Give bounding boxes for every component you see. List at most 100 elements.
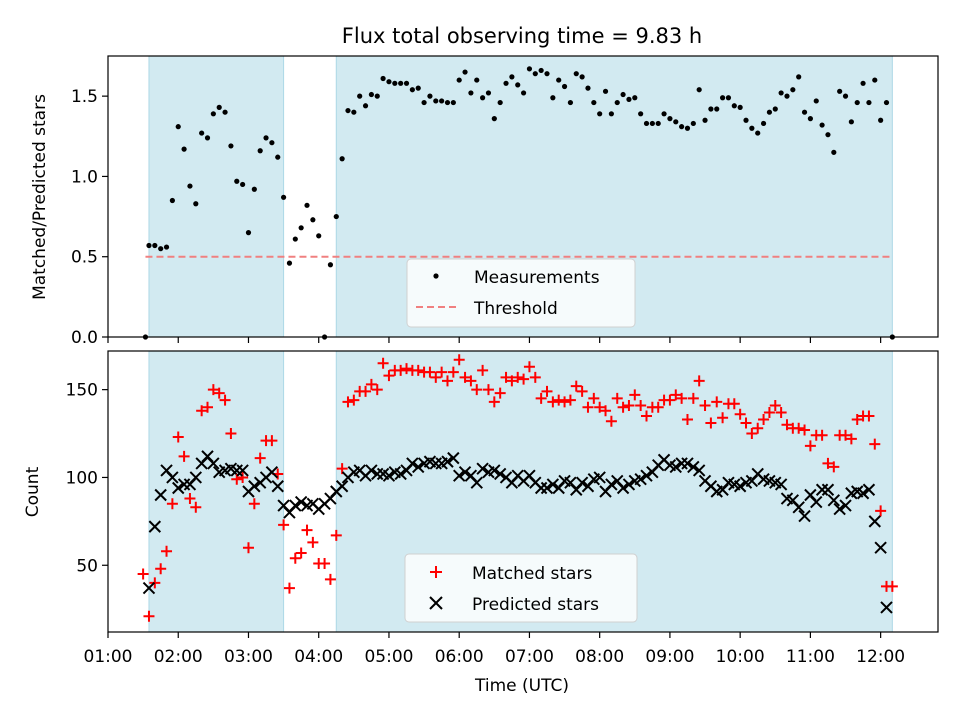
measurement-point (784, 93, 790, 99)
predicted-star-point (493, 467, 507, 481)
predicted-star-point (669, 460, 682, 474)
matched-star-point (342, 396, 354, 408)
predicted-star-point (616, 481, 630, 495)
predicted-star-point (447, 451, 460, 465)
measurement-point (480, 95, 486, 101)
matched-star-point (441, 375, 453, 387)
matched-star-point (242, 542, 254, 554)
measurement-point (339, 156, 345, 162)
matched-star-point (424, 366, 436, 378)
predicted-star-point (634, 472, 647, 486)
matched-star-point (693, 375, 705, 387)
x-tick-label: 09:00 (645, 647, 694, 667)
measurement-point (245, 230, 252, 236)
matched-star-point (506, 375, 518, 387)
matched-star-point (219, 394, 231, 406)
matched-star-point (588, 392, 600, 404)
predicted-star-point (289, 499, 302, 512)
matched-star-point (149, 577, 161, 589)
y-tick-label: 150 (66, 381, 98, 401)
bottom-x-ticks: 01:00 02:00 03:00 04:00 05:00 06:00 07:00 08:00… (84, 632, 905, 667)
measurement-point (837, 88, 843, 94)
measurement-point (520, 90, 527, 96)
predicted-star-point (681, 457, 694, 470)
legend-measurement-marker (433, 273, 439, 279)
matched-star-point (184, 493, 196, 505)
matched-star-point (330, 529, 342, 541)
x-tick-label: 11:00 (786, 647, 835, 667)
matched-star-point (746, 428, 758, 440)
predicted-star-point (880, 601, 893, 614)
matched-star-point (629, 389, 641, 401)
matched-star-point (728, 398, 740, 410)
matched-star-point (547, 396, 559, 408)
matched-star-point (851, 413, 863, 425)
predicted-star-point (534, 481, 548, 495)
top-y-axis-label: Matched/Predicted stars (30, 94, 50, 300)
predicted-star-point (488, 464, 501, 477)
matched-star-point (816, 429, 828, 441)
measurement-point (550, 95, 556, 101)
matched-star-point (535, 392, 547, 404)
measurement-point (561, 83, 568, 90)
predicted-star-point (394, 467, 407, 481)
matched-star-point (576, 385, 588, 397)
predicted-star-point (166, 471, 179, 484)
predicted-star-point (856, 487, 870, 500)
measurement-point (181, 146, 187, 152)
predicted-star-point (833, 502, 846, 516)
measurement-point (351, 109, 357, 115)
matched-star-point (611, 392, 623, 404)
measurement-point (708, 106, 714, 112)
measurement-point (409, 87, 415, 93)
measurement-point (842, 93, 849, 99)
measurement-point (848, 119, 854, 125)
measurement-point (187, 183, 193, 189)
measurement-point (737, 104, 743, 110)
matched-star-point (781, 419, 793, 431)
matched-star-point (289, 552, 301, 564)
predicted-star-point (862, 483, 876, 496)
matched-star-point (283, 582, 295, 594)
matched-star-point (307, 536, 319, 548)
matched-star-point (254, 452, 266, 464)
predicted-star-point (622, 478, 636, 491)
measurement-point (304, 202, 310, 208)
predicted-star-point (177, 478, 191, 491)
measurement-point (679, 124, 685, 130)
measurement-point (204, 135, 211, 141)
matched-star-point (348, 394, 360, 406)
matched-star-point (266, 435, 278, 447)
predicted-star-point (382, 469, 396, 482)
matched-star-point (676, 392, 688, 404)
measurement-point (515, 82, 521, 88)
predicted-star-point (470, 476, 483, 489)
measurement-point (468, 90, 474, 96)
matched-star-point (740, 417, 752, 429)
y-tick-label: 1.5 (71, 87, 98, 107)
measurement-point (567, 99, 574, 106)
measurement-point (749, 125, 755, 131)
measurement-point (643, 120, 650, 127)
predicted-star-point (154, 488, 167, 502)
measurement-point (807, 116, 813, 122)
x-tick-label: 08:00 (575, 647, 624, 667)
matched-star-point (377, 357, 389, 369)
predicted-star-point (335, 480, 349, 493)
measurement-point (725, 95, 732, 101)
measurement-point (222, 109, 228, 115)
matched-star-point (769, 399, 781, 411)
matched-star-point (594, 401, 606, 413)
predicted-star-point (429, 457, 442, 470)
predicted-star-point (148, 520, 162, 533)
measurement-point (158, 246, 164, 252)
matched-star-point (840, 429, 852, 441)
matched-star-point (295, 547, 307, 559)
predicted-star-point (874, 541, 887, 554)
predicted-star-point (868, 515, 881, 528)
matched-star-point (436, 366, 448, 378)
predicted-star-point (371, 467, 384, 481)
predicted-star-point (294, 495, 308, 509)
predicted-star-point (839, 499, 852, 512)
